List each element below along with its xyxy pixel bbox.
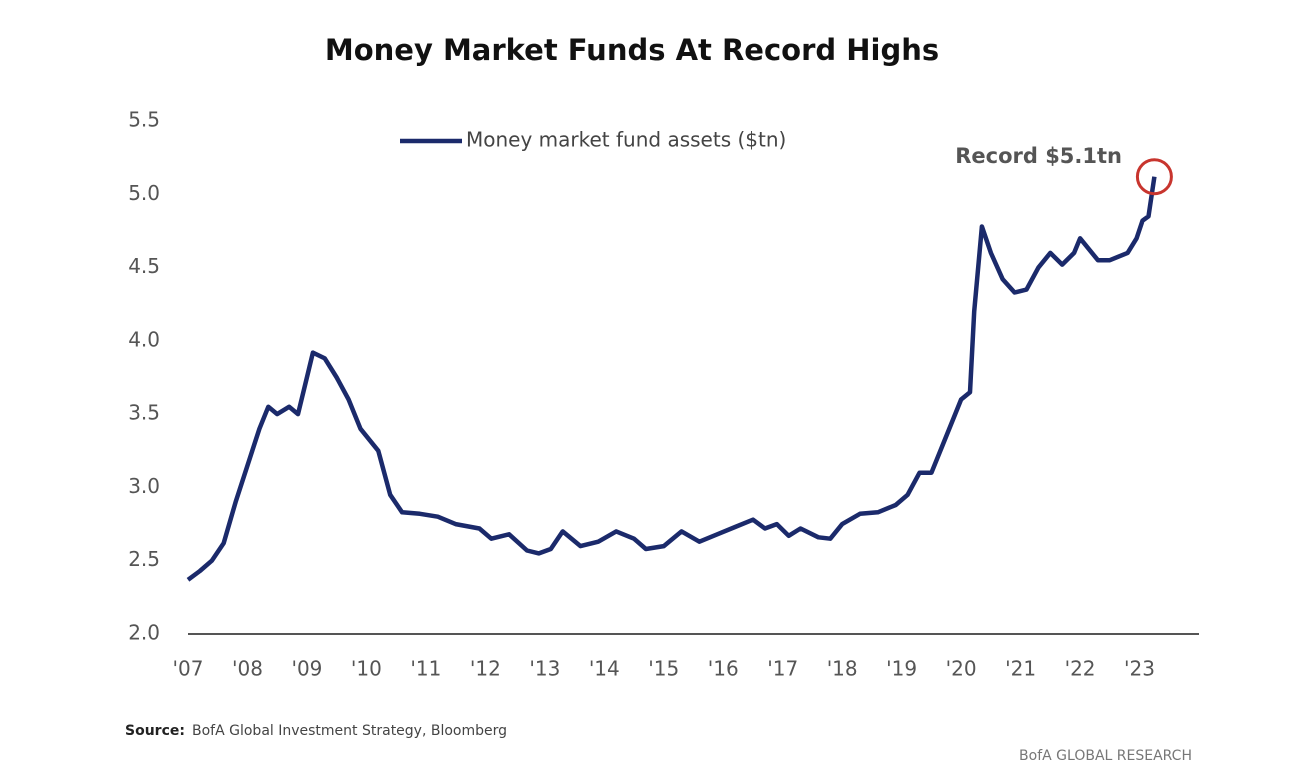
x-tick-label: '16 <box>708 657 739 681</box>
x-tick-label: '09 <box>291 657 322 681</box>
x-tick-label: '21 <box>1005 657 1036 681</box>
x-tick-label: '23 <box>1124 657 1155 681</box>
annotation: Record $5.1tn <box>955 144 1122 168</box>
record-circle <box>1135 158 1173 196</box>
x-tick-label: '08 <box>232 657 263 681</box>
legend-label: Money market fund assets ($tn) <box>466 128 786 152</box>
y-tick-label: 3.5 <box>128 401 160 425</box>
y-tick-label: 4.5 <box>128 254 160 278</box>
x-tick-label: '22 <box>1065 657 1096 681</box>
x-tick-label: '20 <box>946 657 977 681</box>
y-tick-label: 5.5 <box>128 108 160 132</box>
y-tick-label: 2.5 <box>128 547 160 571</box>
x-tick-label: '07 <box>173 657 204 681</box>
data-line <box>186 176 1157 582</box>
x-tick-label: '19 <box>886 657 917 681</box>
y-tick-label: 5.0 <box>128 181 160 205</box>
source: BofA Global Investment Strategy, Bloombe… <box>192 723 507 739</box>
x-tick-label: '13 <box>529 657 560 681</box>
x-tick-label: '15 <box>648 657 679 681</box>
x-tick-label: '17 <box>767 657 798 681</box>
x-tick-label: '14 <box>589 657 620 681</box>
x-tick-label: '18 <box>827 657 858 681</box>
y-tick-label: 4.0 <box>128 327 160 351</box>
x-tick-label: '11 <box>410 657 441 681</box>
y-tick-label: 2.0 <box>128 621 160 645</box>
chart-title: Money Market Funds At Record Highs <box>325 33 939 67</box>
footer: BofA GLOBAL RESEARCH <box>1019 748 1192 764</box>
source-label: Source: <box>125 723 185 739</box>
x-tick-label: '12 <box>470 657 501 681</box>
x-tick-label: '10 <box>351 657 382 681</box>
y-tick-label: 3.0 <box>128 474 160 498</box>
